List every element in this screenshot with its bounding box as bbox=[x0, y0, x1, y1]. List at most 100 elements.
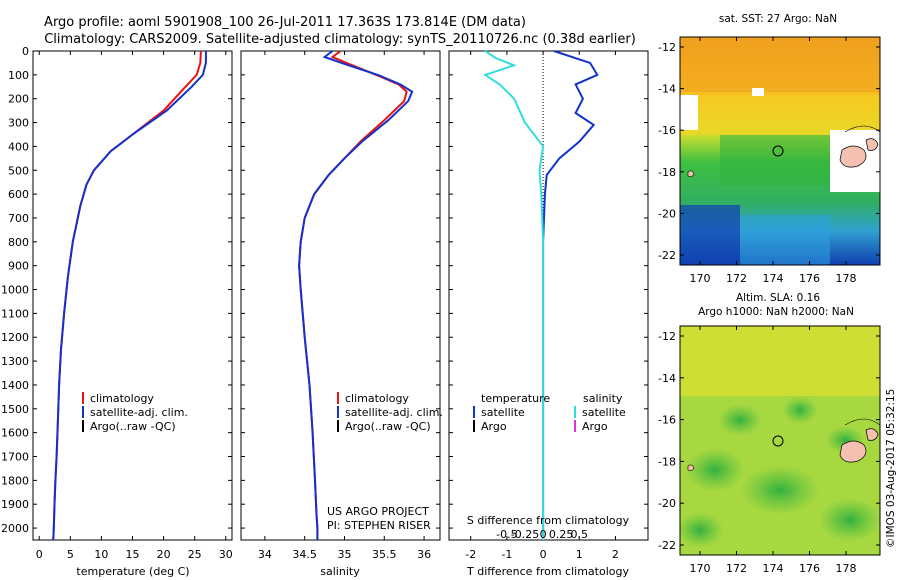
sla-upper-band bbox=[680, 326, 880, 396]
legend-argo-label: Argo(..raw -QC) bbox=[90, 420, 176, 433]
lon-tick-label: 172 bbox=[726, 562, 747, 575]
x-tick-label: -2 bbox=[465, 548, 476, 561]
x-tick-label: 1 bbox=[576, 548, 583, 561]
lon-tick-label: 170 bbox=[690, 272, 711, 285]
s-diff-tick-label: -0.25 bbox=[511, 528, 539, 541]
s-difference-label: S difference from climatology bbox=[467, 514, 630, 527]
sst-map-panel: sat. SST: 27 Argo: NaN -12 -14 -16 -18 -20 -2… bbox=[658, 13, 881, 285]
y-tick-label: 1600 bbox=[1, 427, 29, 440]
reef-contour bbox=[844, 418, 880, 426]
lat-tick-label: -12 bbox=[658, 330, 676, 343]
y-tick-label: 0 bbox=[22, 45, 29, 58]
legend-climatology-label: climatology bbox=[90, 392, 154, 405]
legend-t-argo-label: Argo bbox=[481, 420, 507, 433]
lat-tick-label: -16 bbox=[658, 414, 676, 427]
y-tick-label: 1500 bbox=[1, 403, 29, 416]
sst-warm-band bbox=[680, 37, 880, 92]
lat-tick-label: -18 bbox=[658, 455, 676, 468]
figure-title-line2: Climatology: CARS2009. Satellite-adjuste… bbox=[44, 32, 636, 47]
s-diff-tick-label: 0.25 bbox=[549, 528, 574, 541]
series-line-satellite-adj-clim- bbox=[52, 51, 207, 541]
series-line-salinity-satellite bbox=[482, 50, 545, 540]
sla-map-panel: Altim. SLA: 0.16 Argo h1000: NaN h2000: … bbox=[658, 292, 881, 575]
sst-blue-band bbox=[740, 215, 830, 265]
legend-s-satellite-label: satellite bbox=[582, 406, 626, 419]
sst-field bbox=[680, 37, 880, 265]
fiji-island bbox=[839, 145, 867, 168]
legend-t-satellite-label: satellite bbox=[481, 406, 525, 419]
temperature-legend: climatology satellite-adj. clim. Argo(..… bbox=[82, 392, 188, 433]
sla-map-title1: Altim. SLA: 0.16 bbox=[736, 292, 820, 304]
t-difference-xlabel: T difference from climatology bbox=[466, 565, 629, 578]
x-tick-label: 35.5 bbox=[372, 548, 397, 561]
difference-legend: temperature salinity satellite Argo sate… bbox=[473, 392, 626, 433]
fiji-island bbox=[839, 440, 867, 463]
legend-s-argo-label: Argo bbox=[582, 420, 608, 433]
lon-tick-label: 170 bbox=[690, 562, 711, 575]
s-diff-tick-label: 0.5 bbox=[571, 528, 589, 541]
sst-cold-corner bbox=[680, 205, 740, 265]
lat-tick-label: -14 bbox=[658, 372, 676, 385]
s-diff-tick-label: 0 bbox=[540, 528, 547, 541]
y-tick-label: 1800 bbox=[1, 474, 29, 487]
difference-axes bbox=[448, 50, 649, 541]
islet bbox=[687, 464, 695, 471]
lon-tick-label: 174 bbox=[763, 562, 784, 575]
y-tick-label: 800 bbox=[8, 236, 29, 249]
salinity-axes bbox=[240, 50, 441, 541]
lat-tick-label: -20 bbox=[658, 497, 676, 510]
lat-tick-label: -22 bbox=[658, 539, 676, 552]
legend-argo-label: Argo(..raw -QC) bbox=[345, 420, 431, 433]
series-line-climatology bbox=[52, 50, 202, 541]
x-tick-label: 0 bbox=[540, 548, 547, 561]
x-tick-label: 36 bbox=[417, 548, 431, 561]
y-tick-label: 1900 bbox=[1, 498, 29, 511]
sst-yellow-band bbox=[680, 95, 880, 135]
sla-low-blob bbox=[782, 396, 818, 424]
x-tick-label: 2 bbox=[612, 548, 619, 561]
sst-map-frame bbox=[679, 36, 881, 266]
legend-salinity-title: salinity bbox=[583, 392, 623, 405]
project-annotation: US ARGO PROJECT bbox=[327, 505, 429, 518]
y-tick-label: 100 bbox=[8, 69, 29, 82]
lon-tick-label: 178 bbox=[836, 562, 857, 575]
x-tick-label: 5 bbox=[67, 548, 74, 561]
s-diff-tick-label: -0.5 bbox=[496, 528, 517, 541]
sla-low-blob bbox=[818, 498, 880, 542]
argo-location-marker bbox=[772, 435, 784, 447]
x-tick-label: 20 bbox=[157, 548, 171, 561]
x-tick-label: 15 bbox=[126, 548, 140, 561]
lon-tick-label: 176 bbox=[799, 272, 820, 285]
sla-low-blob bbox=[685, 448, 745, 492]
sst-missing-patch bbox=[752, 88, 764, 96]
lat-tick-label: -20 bbox=[658, 207, 676, 220]
y-tick-label: 1400 bbox=[1, 379, 29, 392]
x-tick-label: 0 bbox=[36, 548, 43, 561]
lat-tick-label: -22 bbox=[658, 249, 676, 262]
sla-field bbox=[680, 326, 880, 555]
legend-satellite-label: satellite-adj. clim. bbox=[345, 406, 443, 419]
argo-location-marker bbox=[772, 145, 784, 157]
y-tick-label: 1700 bbox=[1, 451, 29, 464]
legend-satellite-label: satellite-adj. clim. bbox=[90, 406, 188, 419]
lon-tick-label: 172 bbox=[726, 272, 747, 285]
fiji-island bbox=[865, 138, 879, 151]
y-tick-label: 300 bbox=[8, 117, 29, 130]
y-tick-label: 700 bbox=[8, 212, 29, 225]
lon-tick-label: 176 bbox=[799, 562, 820, 575]
sst-green-band bbox=[720, 135, 830, 185]
difference-panel: -2 -1 0 1 2 temperature salinity satellite A… bbox=[448, 50, 649, 578]
temperature-panel: 0100200300400500600700800900100011001200… bbox=[1, 45, 233, 578]
lat-tick-label: -18 bbox=[658, 166, 676, 179]
lon-tick-label: 174 bbox=[763, 272, 784, 285]
y-tick-label: 200 bbox=[8, 93, 29, 106]
sla-low-blob bbox=[718, 404, 762, 436]
pi-annotation: PI: STEPHEN RISER bbox=[327, 519, 431, 532]
y-tick-label: 1100 bbox=[1, 307, 29, 320]
lat-tick-label: -14 bbox=[658, 83, 676, 96]
y-tick-label: 1300 bbox=[1, 355, 29, 368]
salinity-panel: 34 34.5 35 35.5 36 salinity climatology sate… bbox=[240, 50, 443, 578]
series-line-satellite-adj-clim- bbox=[298, 50, 414, 540]
x-tick-label: 10 bbox=[94, 548, 108, 561]
